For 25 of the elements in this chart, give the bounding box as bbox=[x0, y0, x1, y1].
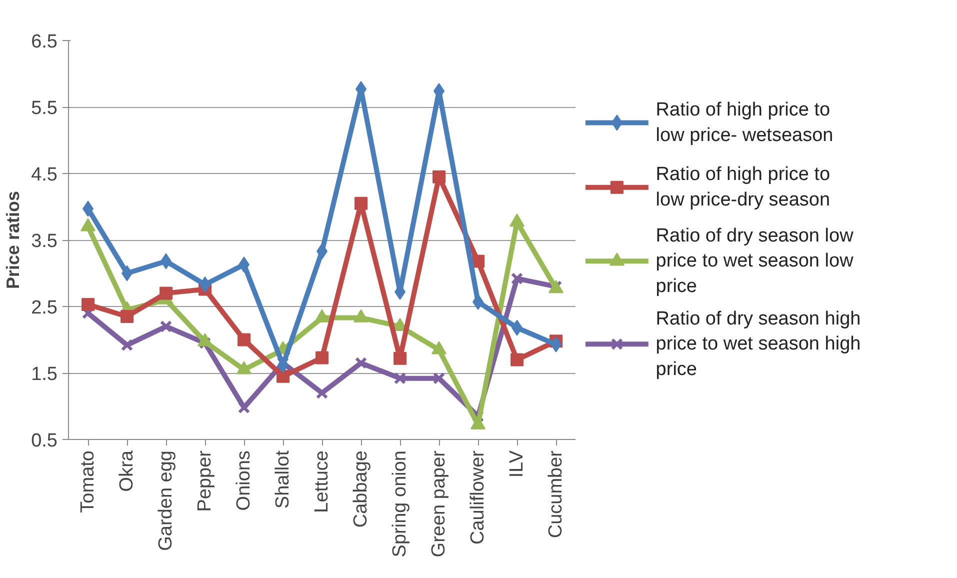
y-tick-label: 2.5 bbox=[31, 298, 58, 318]
y-tick-label: 3.5 bbox=[31, 231, 58, 252]
x-tick-label: Cauliflower bbox=[468, 450, 488, 544]
y-tick-label: 5.5 bbox=[31, 98, 58, 119]
x-tick-label: Lettuce bbox=[312, 450, 332, 513]
x-tick-label: Cabbage bbox=[350, 450, 372, 528]
legend-label: Ratio of high price to low price-dry season bbox=[656, 164, 830, 210]
legend-label: Ratio of dry season low price to wet season low price bbox=[656, 225, 854, 297]
y-tick-label: 0.5 bbox=[31, 430, 58, 452]
y-tick-label: 6.5 bbox=[31, 32, 58, 52]
y-tick-label: 4.5 bbox=[31, 164, 58, 186]
y-axis-title: Price ratios bbox=[3, 190, 24, 290]
x-tick-label: ILV bbox=[506, 450, 528, 478]
x-tick-label: Pepper bbox=[194, 450, 216, 512]
x-tick-label: Green paper bbox=[428, 450, 450, 558]
y-tick-label: 1.5 bbox=[31, 364, 58, 385]
x-tick-label: Spring onion bbox=[390, 450, 410, 558]
x-tick-label: Cucumber bbox=[546, 450, 566, 538]
legend-label: Ratio of dry season high price to wet season high price bbox=[656, 308, 861, 380]
x-tick-label: Onions bbox=[234, 450, 254, 511]
x-tick-label: Shallot bbox=[272, 450, 294, 509]
legend-label: Ratio of high price to low price- wetseason bbox=[656, 100, 834, 146]
x-tick-label: Tomato bbox=[78, 450, 98, 513]
x-tick-label: Okra bbox=[116, 450, 138, 492]
x-tick-label: Garden egg bbox=[156, 450, 176, 551]
